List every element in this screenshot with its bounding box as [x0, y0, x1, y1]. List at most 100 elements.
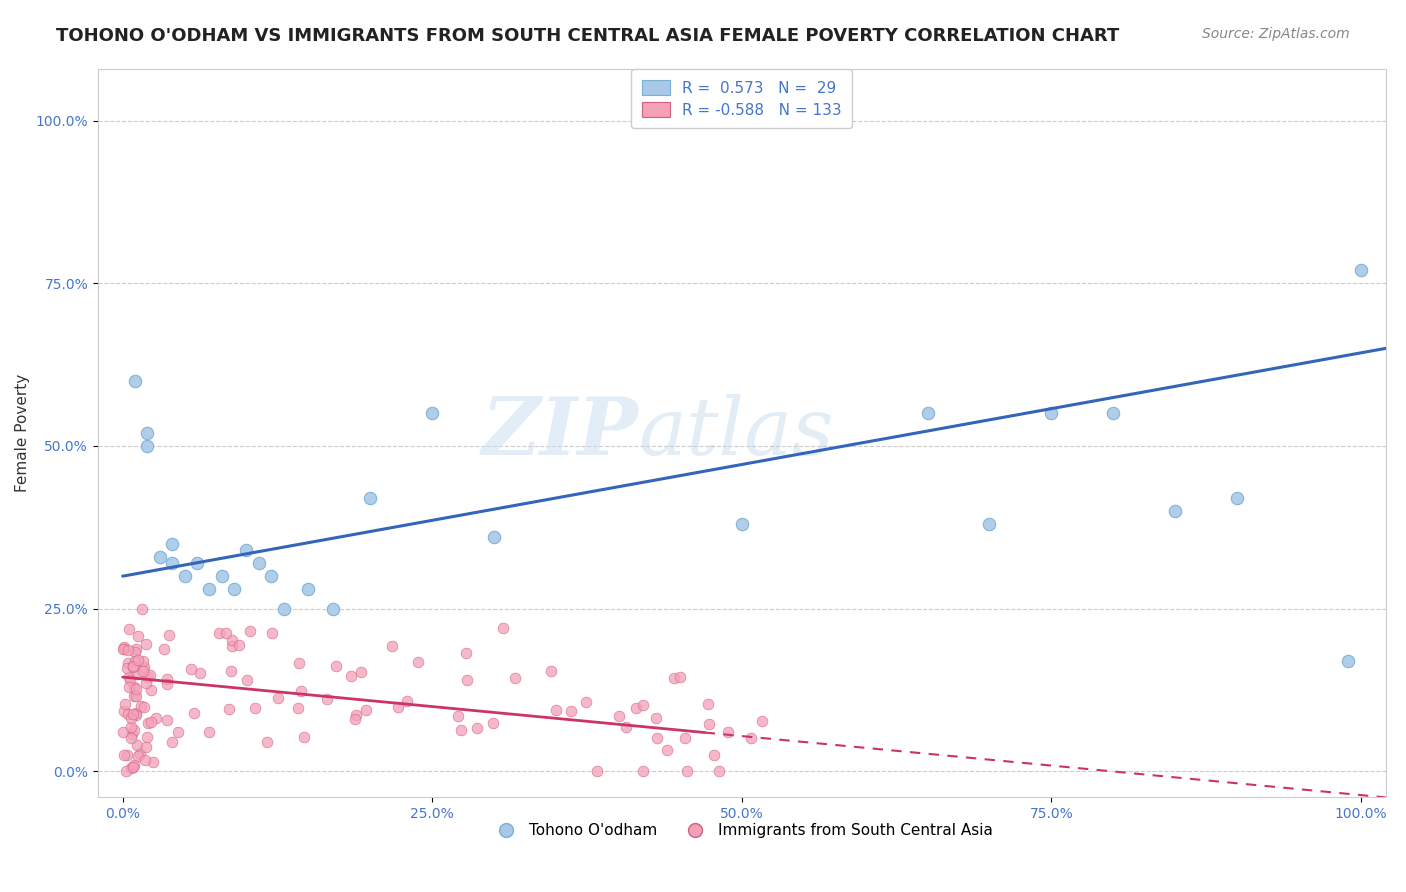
Point — [152, 642, 174, 657]
Point — [122, 758, 145, 772]
Point — [132, 654, 155, 668]
Point — [122, 723, 145, 737]
Point — [717, 724, 740, 739]
Point — [315, 692, 337, 706]
Point — [492, 621, 515, 635]
Point — [450, 723, 472, 737]
Point — [117, 643, 139, 657]
Point — [124, 642, 146, 657]
Point — [115, 764, 138, 779]
Point — [198, 724, 221, 739]
Point — [122, 690, 145, 704]
Point — [731, 517, 754, 532]
Point — [465, 721, 488, 735]
Point — [111, 641, 134, 656]
Point — [117, 707, 139, 722]
Point — [406, 655, 429, 669]
Point — [614, 720, 637, 734]
Point — [322, 601, 344, 615]
Point — [125, 682, 148, 697]
Point — [198, 582, 221, 597]
Point — [118, 673, 141, 687]
Point — [482, 530, 505, 544]
Point — [160, 536, 183, 550]
Point — [644, 711, 666, 725]
Point — [260, 569, 283, 583]
Point — [624, 701, 647, 715]
Point — [344, 708, 367, 723]
Point — [132, 660, 155, 674]
Point — [1337, 654, 1360, 668]
Point — [673, 731, 696, 746]
Point — [115, 747, 138, 762]
Point — [356, 704, 378, 718]
Point — [1226, 491, 1249, 505]
Point — [125, 689, 148, 703]
Point — [114, 748, 136, 763]
Point — [127, 667, 149, 681]
Point — [127, 749, 149, 764]
Point — [235, 673, 257, 687]
Point — [141, 714, 163, 729]
Point — [157, 628, 180, 642]
Point — [740, 731, 762, 746]
Point — [669, 669, 692, 683]
Point — [120, 731, 142, 745]
Point — [235, 543, 257, 558]
Point — [655, 743, 678, 757]
Point — [112, 705, 135, 719]
Point — [139, 682, 162, 697]
Point — [135, 731, 157, 745]
Point — [208, 625, 231, 640]
Point — [245, 701, 267, 715]
Point — [124, 374, 146, 388]
Point — [134, 753, 156, 767]
Point — [709, 764, 731, 779]
Point — [136, 425, 159, 440]
Point — [138, 670, 160, 684]
Point — [136, 439, 159, 453]
Point — [325, 659, 347, 673]
Point — [609, 709, 631, 723]
Point — [135, 740, 157, 755]
Text: Source: ZipAtlas.com: Source: ZipAtlas.com — [1202, 27, 1350, 41]
Point — [349, 665, 371, 679]
Point — [540, 664, 562, 678]
Point — [183, 706, 205, 720]
Point — [118, 669, 141, 683]
Text: ZIP: ZIP — [482, 394, 638, 472]
Point — [359, 491, 381, 505]
Point — [544, 703, 567, 717]
Point — [221, 633, 243, 648]
Point — [381, 640, 404, 654]
Point — [124, 680, 146, 694]
Point — [420, 407, 443, 421]
Point — [118, 622, 141, 636]
Point — [145, 711, 167, 725]
Point — [121, 706, 143, 721]
Point — [1164, 504, 1187, 518]
Point — [215, 626, 238, 640]
Point — [676, 764, 699, 779]
Y-axis label: Female Poverty: Female Poverty — [15, 374, 30, 492]
Point — [127, 628, 149, 642]
Text: TOHONO O'ODHAM VS IMMIGRANTS FROM SOUTH CENTRAL ASIA FEMALE POVERTY CORRELATION : TOHONO O'ODHAM VS IMMIGRANTS FROM SOUTH … — [56, 27, 1119, 45]
Point — [256, 734, 278, 748]
Point — [180, 661, 202, 675]
Point — [575, 695, 598, 709]
Point — [287, 700, 309, 714]
Point — [121, 660, 143, 674]
Point — [125, 708, 148, 723]
Point — [288, 657, 311, 671]
Point — [219, 665, 242, 679]
Point — [134, 700, 156, 714]
Point — [188, 666, 211, 681]
Point — [149, 549, 172, 564]
Point — [447, 709, 470, 723]
Point — [135, 637, 157, 651]
Point — [136, 716, 159, 731]
Point — [751, 714, 773, 728]
Point — [631, 698, 654, 712]
Point — [122, 760, 145, 774]
Point — [697, 697, 720, 711]
